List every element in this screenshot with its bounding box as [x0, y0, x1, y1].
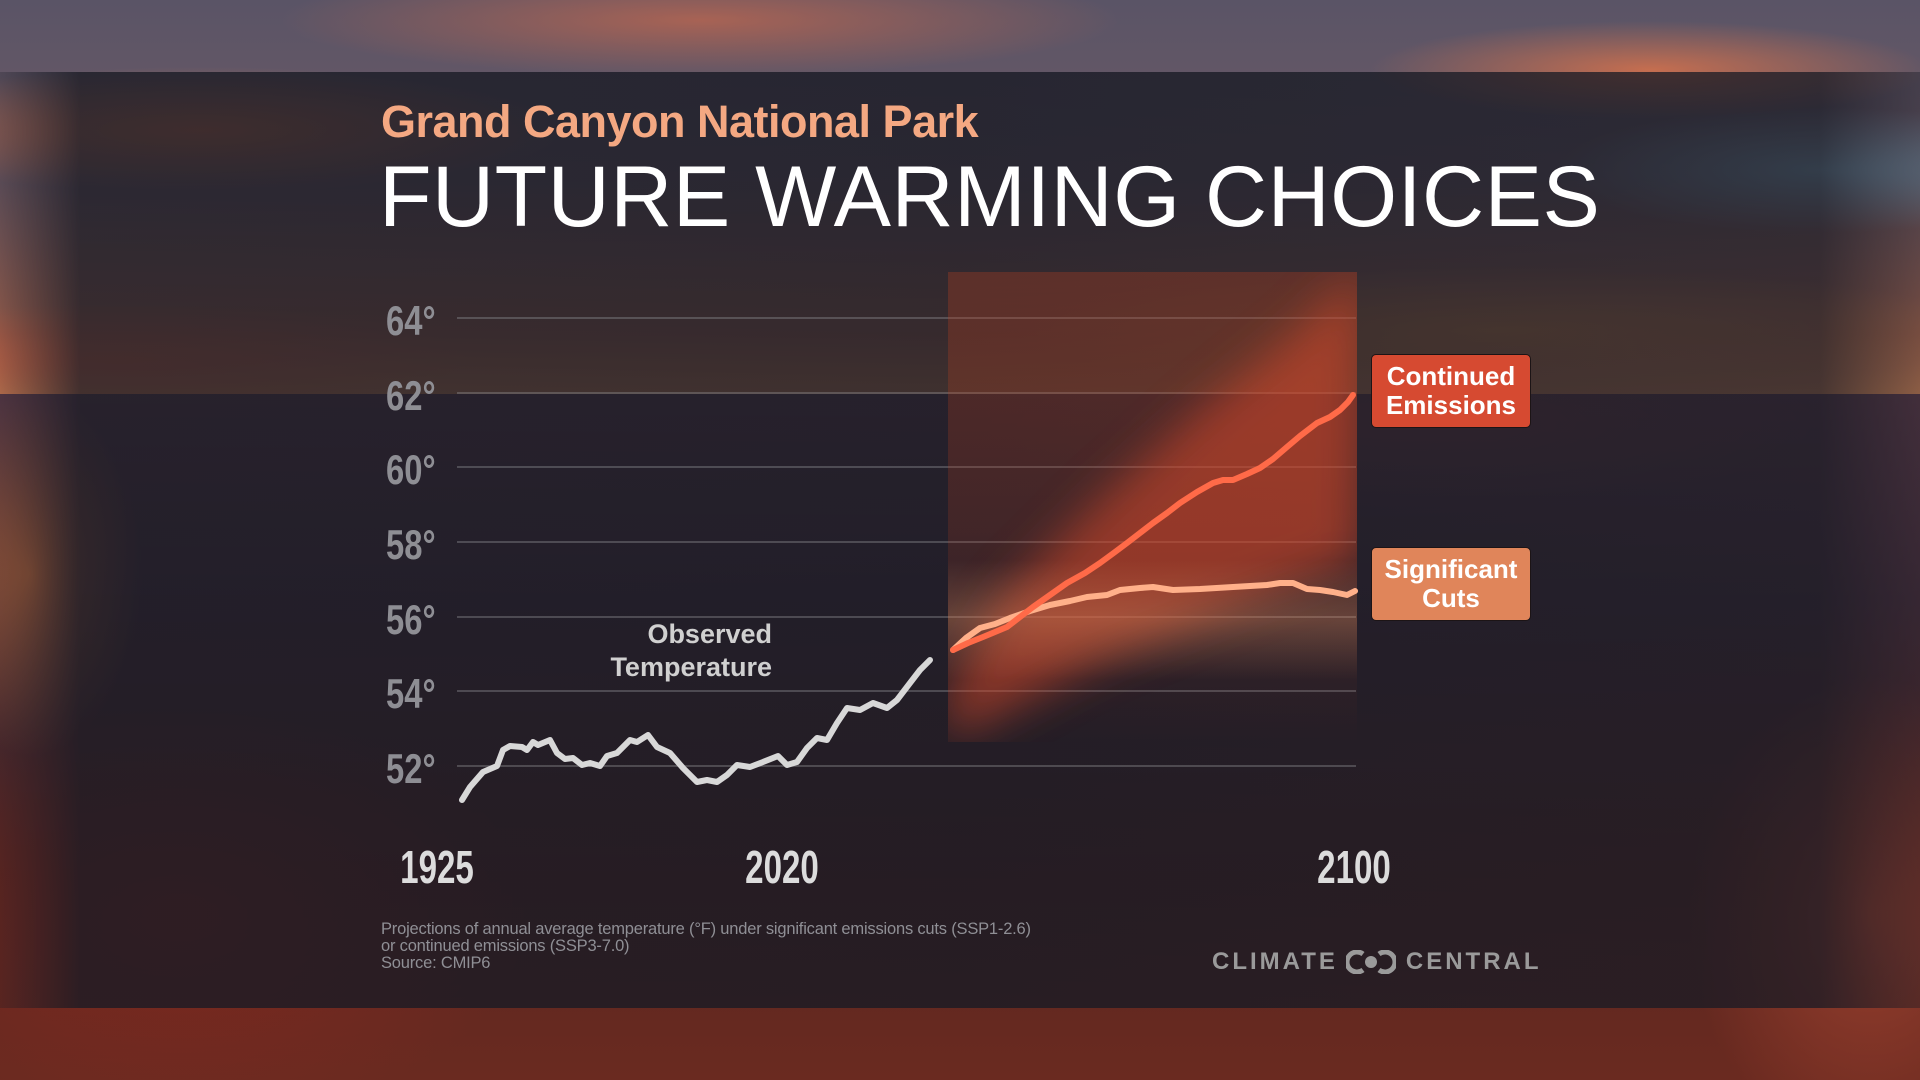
observed-temperature-line — [459, 657, 933, 803]
y-tick-62: 62° — [386, 372, 436, 419]
legend-continued-line1: Continued — [1386, 361, 1516, 391]
legend-continued-line2: Emissions — [1385, 390, 1517, 420]
continued-emissions-line — [950, 392, 1356, 653]
logo-text-right: CENTRAL — [1405, 948, 1542, 975]
climate-central-rings-icon — [1345, 950, 1396, 974]
legend-cuts-line2: Cuts — [1422, 583, 1480, 613]
footnote: Projections of annual average temperatur… — [381, 921, 1031, 972]
significant-cuts-line — [950, 580, 1358, 653]
footnote-source: Source: CMIP6 — [381, 954, 491, 972]
logo-text-left: CLIMATE — [1212, 948, 1338, 975]
legend-cuts-line1: Significant — [1384, 554, 1518, 584]
y-tick-52: 52° — [386, 745, 436, 792]
x-tick-2100: 2100 — [1317, 841, 1391, 893]
climate-central-logo: CLIMATE CENTRAL — [1212, 948, 1542, 975]
legend-continued-emissions: Continued Emissions — [1371, 354, 1531, 428]
observed-label-line1: Observed — [647, 619, 772, 649]
legend-significant-cuts: Significant Cuts — [1371, 547, 1531, 621]
observed-label-line2: Temperature — [610, 652, 772, 682]
y-tick-58: 58° — [386, 521, 436, 568]
projection-shading — [948, 272, 1357, 742]
y-tick-56: 56° — [386, 596, 436, 643]
y-tick-54: 54° — [386, 670, 436, 717]
x-tick-1925: 1925 — [400, 841, 474, 893]
y-tick-60: 60° — [386, 446, 436, 493]
footnote-line1: Projections of annual average temperatur… — [381, 920, 1031, 938]
x-tick-2020: 2020 — [745, 841, 819, 893]
park-subtitle: Grand Canyon National Park — [381, 96, 979, 147]
gridlines — [457, 317, 1356, 767]
observed-temperature-label: Observed Temperature — [610, 618, 772, 684]
footnote-line2: or continued emissions (SSP3-7.0) — [381, 937, 630, 955]
page-title: FUTURE WARMING CHOICES — [379, 149, 1601, 245]
y-tick-64: 64° — [386, 297, 436, 344]
